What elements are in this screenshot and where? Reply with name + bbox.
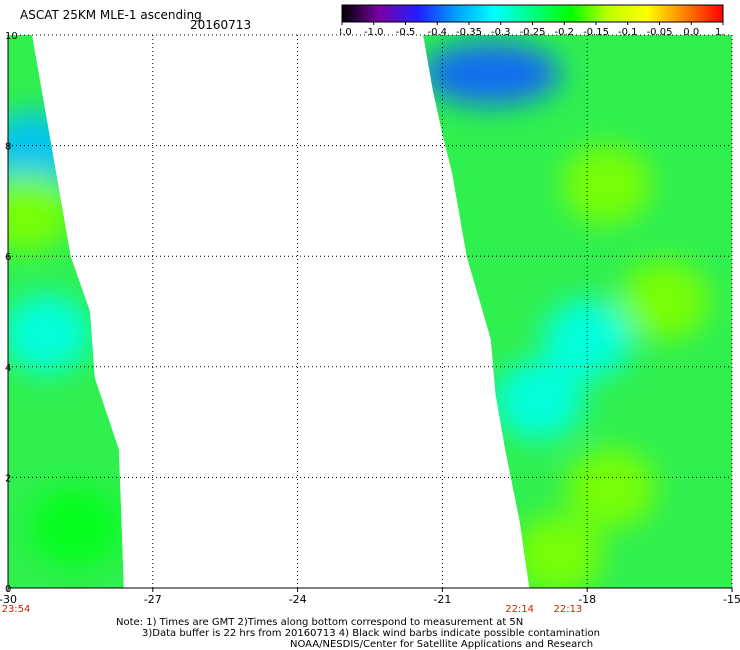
y-tick-label: 10 [5, 31, 18, 42]
x-tick-label: -27 [144, 593, 162, 606]
time-label: 23:54 [2, 604, 31, 615]
value-patch [566, 448, 656, 528]
value-patch [513, 515, 603, 595]
footnote-line-3: NOAA/NESDIS/Center for Satellite Applica… [290, 639, 593, 650]
value-patch [421, 42, 561, 106]
footnote-line-1: Note: 1) Times are GMT 2)Times along bot… [116, 617, 523, 628]
swath-field [0, 35, 732, 595]
value-patch [2, 294, 92, 374]
value-patch [31, 487, 121, 567]
y-tick-label: 8 [5, 142, 11, 153]
footnote-line-2: 3)Data buffer is 22 hrs from 20160713 4)… [142, 628, 600, 639]
x-tick-label: -21 [433, 593, 451, 606]
value-patch [562, 144, 652, 224]
y-tick-label: 4 [5, 363, 11, 374]
x-tick-label: -24 [289, 593, 307, 606]
value-patch [619, 260, 709, 340]
time-label: 22:14 [505, 604, 534, 615]
y-tick-label: 6 [5, 252, 11, 263]
x-tick-label: -15 [723, 593, 740, 606]
y-tick-label: 2 [5, 473, 11, 484]
time-label: 22:13 [553, 604, 582, 615]
y-tick-label: 0 [5, 584, 11, 595]
